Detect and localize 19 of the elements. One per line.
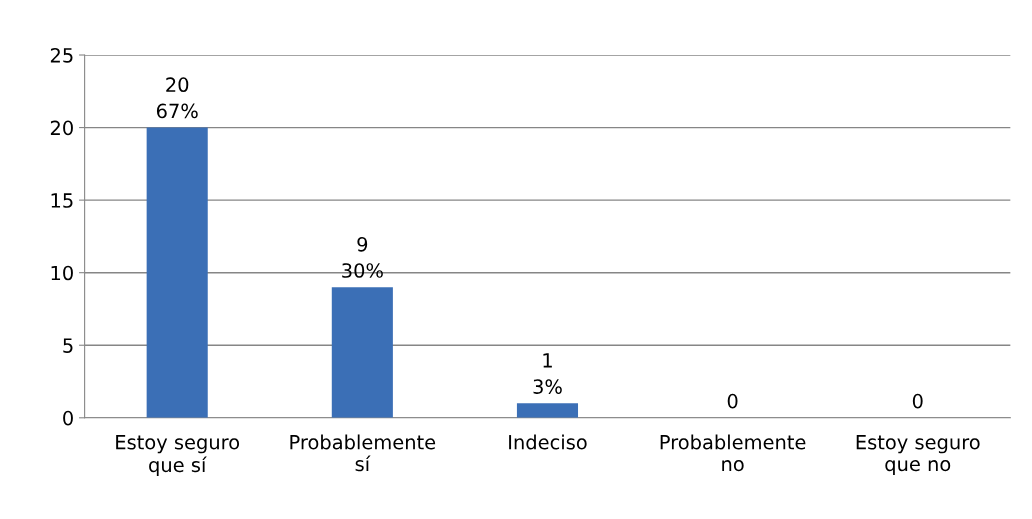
y-tick-label: 5 bbox=[63, 338, 73, 353]
bar bbox=[516, 403, 579, 418]
data-label: 20 67% bbox=[156, 77, 198, 119]
x-tick-label: Estoy seguro que no bbox=[856, 435, 980, 476]
bar bbox=[146, 127, 208, 418]
data-label: 0 bbox=[727, 393, 738, 409]
data-label: 0 bbox=[912, 393, 923, 409]
x-tick-label: Probablemente sí bbox=[290, 434, 436, 472]
bar bbox=[331, 287, 393, 418]
x-tick-label: Indeciso bbox=[509, 434, 587, 450]
x-tick-label: Estoy seguro que sí bbox=[116, 435, 240, 476]
y-tick-label: 20 bbox=[50, 120, 73, 136]
data-label: 9 30% bbox=[342, 236, 383, 278]
y-tick-label: 10 bbox=[51, 265, 73, 281]
x-tick-label: Probablemente no bbox=[660, 434, 806, 472]
y-tick-label: 15 bbox=[51, 193, 73, 208]
data-label: 1 3% bbox=[533, 353, 562, 394]
y-tick-label: 25 bbox=[50, 47, 73, 63]
y-tick-label: 0 bbox=[63, 410, 73, 426]
